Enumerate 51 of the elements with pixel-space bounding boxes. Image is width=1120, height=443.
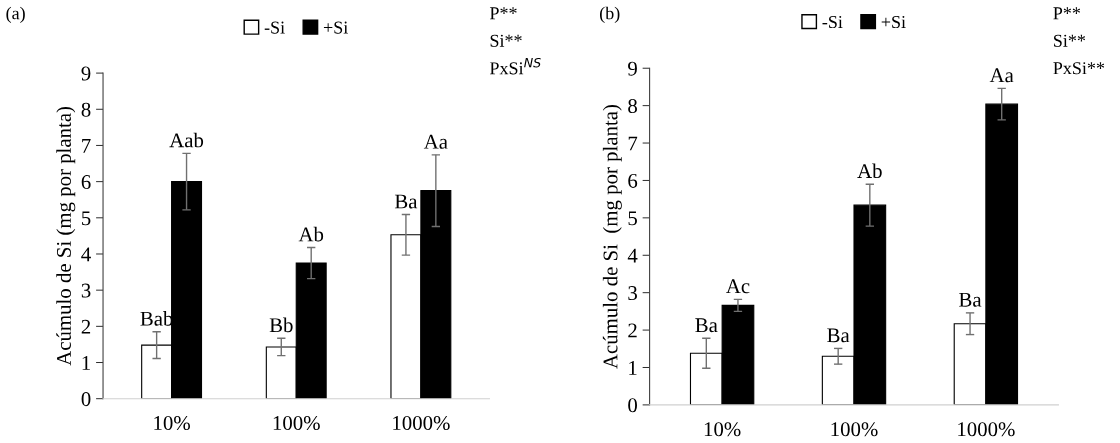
y-tick-label: 9 xyxy=(81,66,91,81)
y-tick-label: 2 xyxy=(628,323,637,338)
y-tick-label: 0 xyxy=(628,398,637,413)
legend-label: +Si xyxy=(323,21,348,34)
legend-label: -Si xyxy=(264,21,285,34)
y-tick-label: 3 xyxy=(628,286,637,301)
y-tick-label: 5 xyxy=(628,211,637,226)
y-tick-label: 0 xyxy=(81,392,91,407)
annotation: Aa xyxy=(423,134,448,149)
y-tick-label: 4 xyxy=(81,247,91,262)
y-tick-label: 6 xyxy=(81,175,91,190)
annotation: Aa xyxy=(989,68,1014,83)
annotation: PxSi** xyxy=(1053,62,1105,75)
annotation: Ab xyxy=(857,163,882,179)
legend-label: -Si xyxy=(822,15,843,29)
y-tick-label: 7 xyxy=(628,136,638,151)
y-tick-label: 6 xyxy=(628,173,638,188)
legend-label: +Si xyxy=(881,15,906,29)
annotation: Aab xyxy=(169,132,204,148)
x-tick-label: 100% xyxy=(831,422,878,437)
x-tick-label: 1000% xyxy=(958,422,1015,437)
y-tick-label: 8 xyxy=(81,102,91,117)
annotation: Bb xyxy=(269,317,293,333)
annotation: Ba xyxy=(827,328,850,343)
text: PxSi$^{NS}$ xyxy=(489,57,541,75)
y-tick-label: 2 xyxy=(81,319,91,334)
text: Si** xyxy=(1054,34,1086,47)
y-tick-label: 5 xyxy=(82,211,91,226)
annotation: Ab xyxy=(298,226,324,242)
x-tick-label: 10% xyxy=(704,422,741,437)
y-tick-label: 1 xyxy=(629,360,637,375)
x-tick-label: 1000% xyxy=(393,415,450,431)
x-tick-label: 10% xyxy=(154,415,190,431)
x-tick-label: 100% xyxy=(273,415,320,431)
text: Si** xyxy=(490,34,522,47)
text: P** xyxy=(1053,7,1081,20)
y-tick-label: 9 xyxy=(628,61,637,76)
y-axis-title: Acúmulo de Si (mg por planta) xyxy=(56,106,76,366)
annotation: Ba xyxy=(695,318,718,333)
annotation: Ac xyxy=(726,279,750,294)
y-tick-label: 4 xyxy=(627,248,638,263)
text: P** xyxy=(489,7,517,20)
y-tick-label: 7 xyxy=(82,139,91,153)
chart-title: (b) xyxy=(599,6,620,24)
y-tick-label: 8 xyxy=(628,99,637,114)
chart-title: (a) xyxy=(6,6,25,24)
y-tick-label: 3 xyxy=(81,283,91,298)
y-tick-label: 1 xyxy=(82,356,90,370)
y-axis-title: Acúmulo de Si (mg por planta) xyxy=(602,104,622,369)
annotation: Ba xyxy=(959,292,982,307)
annotation: Ba xyxy=(394,194,418,209)
